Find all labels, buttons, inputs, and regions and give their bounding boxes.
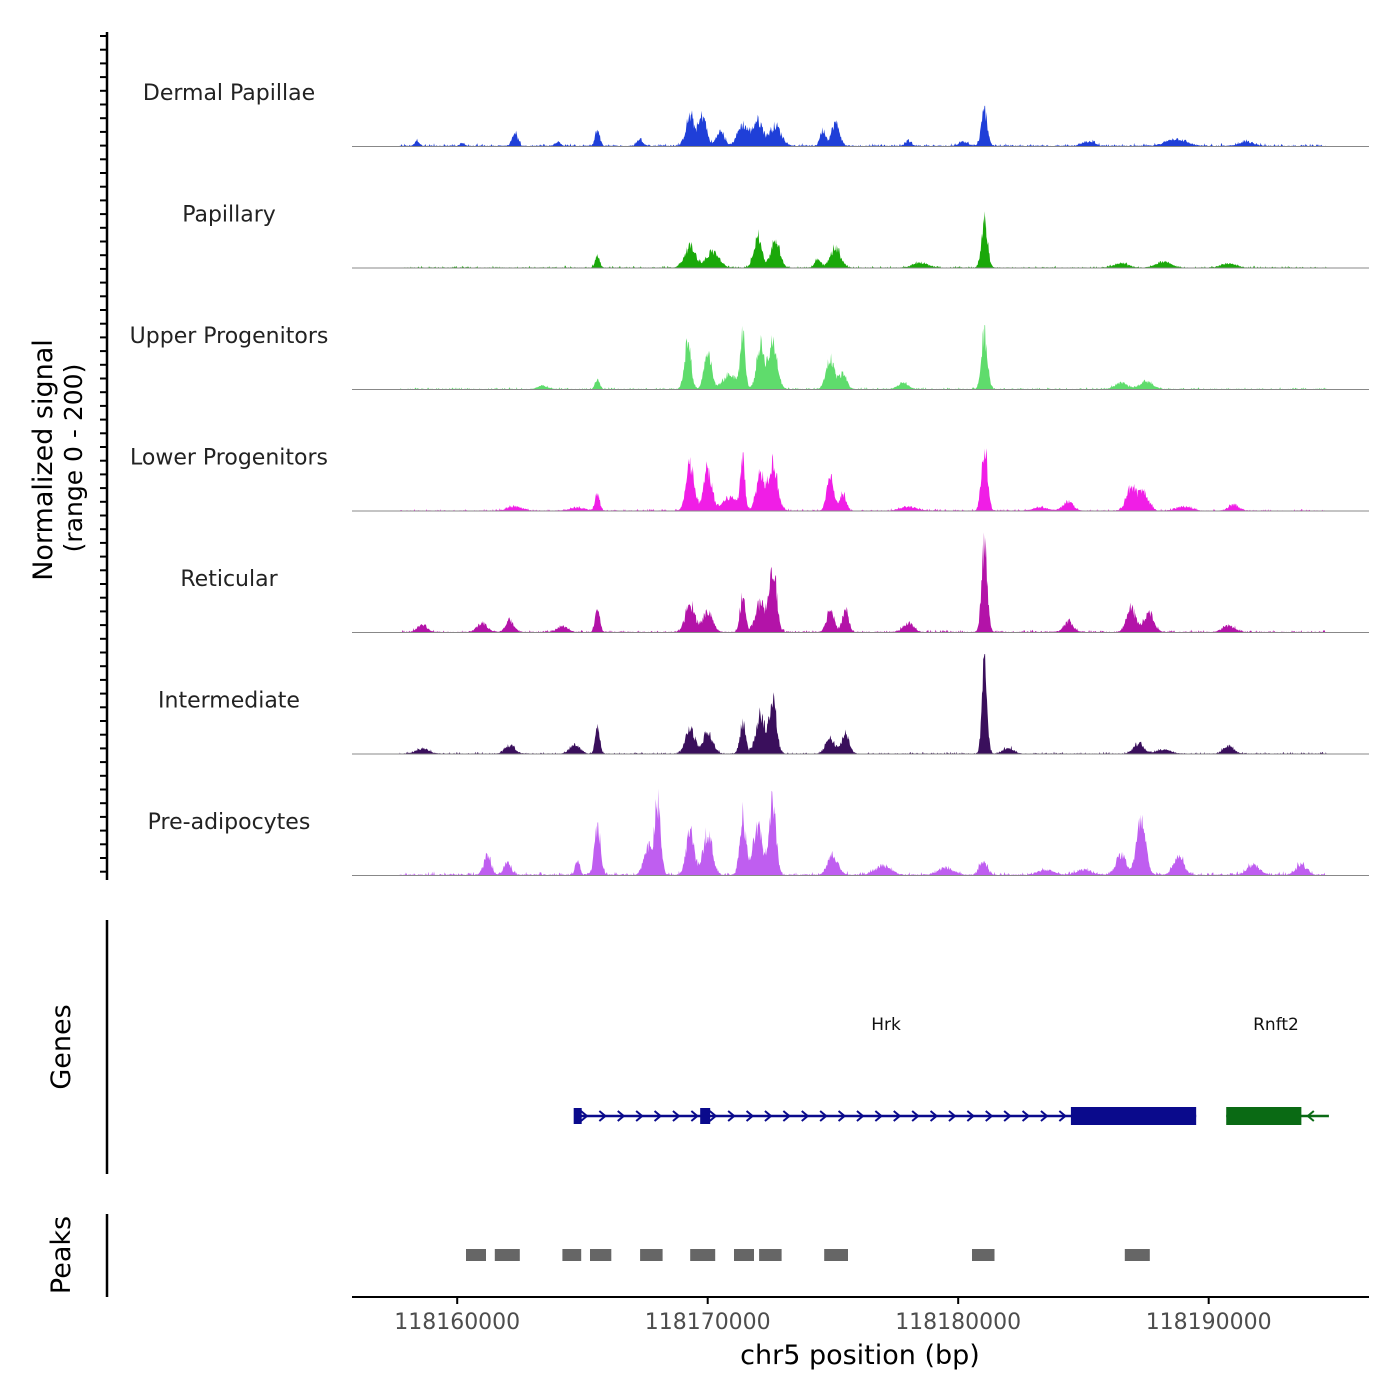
exon bbox=[573, 1108, 582, 1124]
track-reticular: Reticular bbox=[180, 532, 1369, 633]
strand-chevron bbox=[782, 1110, 791, 1122]
track-dermal-papillae: Dermal Papillae bbox=[143, 81, 1369, 147]
gene-label: Rnft2 bbox=[1253, 1015, 1299, 1035]
track-intermediate: Intermediate bbox=[158, 654, 1369, 755]
peak-regions bbox=[466, 1249, 1150, 1261]
strand-chevron bbox=[966, 1110, 975, 1122]
track-upper-progenitors: Upper Progenitors bbox=[130, 324, 1369, 390]
peak-region bbox=[972, 1249, 995, 1261]
strand-chevron bbox=[690, 1110, 699, 1122]
track-label: Papillary bbox=[182, 203, 276, 228]
exon bbox=[1226, 1107, 1302, 1125]
signal-area bbox=[399, 448, 1327, 511]
strand-chevron bbox=[672, 1110, 681, 1122]
strand-chevron bbox=[580, 1110, 589, 1122]
strand-chevron bbox=[1306, 1110, 1315, 1122]
strand-chevron bbox=[745, 1110, 755, 1122]
exon bbox=[700, 1108, 711, 1124]
x-axis-label: chr5 position (bp) bbox=[740, 1340, 980, 1371]
peak-region bbox=[1124, 1249, 1150, 1261]
strand-chevron bbox=[985, 1110, 994, 1122]
signal-area bbox=[399, 788, 1327, 876]
peak-region bbox=[734, 1249, 754, 1261]
y-axis-label-line2: (range 0 - 200) bbox=[59, 364, 88, 553]
strand-chevron bbox=[709, 1110, 718, 1122]
track-label: Intermediate bbox=[158, 689, 300, 714]
strand-chevron bbox=[856, 1110, 865, 1122]
track-papillary: Papillary bbox=[182, 203, 1369, 269]
signal-area bbox=[399, 211, 1327, 268]
gene-rnft2: Rnft2 bbox=[1226, 1015, 1329, 1125]
track-label: Pre-adipocytes bbox=[148, 810, 311, 835]
strand-chevron bbox=[1040, 1110, 1049, 1122]
y-axis-label-line1: Normalized signal bbox=[28, 339, 59, 581]
strand-chevron bbox=[893, 1110, 902, 1122]
genes-panel-label: Genes bbox=[46, 1004, 77, 1089]
track-label: Upper Progenitors bbox=[130, 324, 329, 349]
x-tick-label: 118170000 bbox=[645, 1310, 771, 1335]
track-label: Dermal Papillae bbox=[143, 81, 315, 106]
signal-area bbox=[399, 105, 1327, 147]
gene-label: Hrk bbox=[871, 1015, 901, 1035]
x-tick-label: 118180000 bbox=[895, 1310, 1021, 1335]
strand-chevron bbox=[1003, 1110, 1012, 1122]
strand-chevron bbox=[911, 1110, 920, 1122]
strand-chevron bbox=[929, 1110, 939, 1122]
peak-region bbox=[466, 1249, 486, 1261]
x-tick-label: 118160000 bbox=[394, 1310, 520, 1335]
signal-area bbox=[399, 532, 1327, 633]
strand-chevron bbox=[837, 1110, 847, 1122]
peak-region bbox=[759, 1249, 782, 1261]
strand-chevron bbox=[819, 1110, 828, 1122]
x-axis-ticks: 118160000 118170000 118180000 118190000 bbox=[394, 1297, 1272, 1335]
peak-region bbox=[590, 1249, 612, 1261]
track-label: Lower Progenitors bbox=[130, 446, 328, 471]
strand-chevron bbox=[1021, 1110, 1031, 1122]
strand-chevron bbox=[617, 1110, 626, 1122]
strand-chevron bbox=[874, 1110, 883, 1122]
strand-chevron bbox=[598, 1110, 607, 1122]
exon bbox=[1070, 1107, 1197, 1125]
peak-region bbox=[824, 1249, 848, 1261]
strand-chevron bbox=[727, 1110, 736, 1122]
strand-chevron bbox=[653, 1110, 663, 1122]
peaks-panel-label: Peaks bbox=[46, 1216, 77, 1294]
peak-region bbox=[562, 1249, 582, 1261]
strand-chevron bbox=[764, 1110, 773, 1122]
signal-area bbox=[399, 325, 1327, 390]
strand-chevron bbox=[1058, 1110, 1067, 1122]
coverage-tracks: Dermal Papillae Papillary Upper Progenitor… bbox=[130, 81, 1369, 876]
strand-chevron bbox=[635, 1110, 644, 1122]
signal-area bbox=[399, 654, 1327, 754]
strand-chevron bbox=[801, 1110, 810, 1122]
strand-chevron bbox=[948, 1110, 957, 1122]
peak-region bbox=[690, 1249, 716, 1261]
track-lower-progenitors: Lower Progenitors bbox=[130, 446, 1369, 512]
track-pre-adipocytes: Pre-adipocytes bbox=[148, 788, 1369, 876]
peak-region bbox=[640, 1249, 663, 1261]
x-tick-label: 118190000 bbox=[1146, 1310, 1272, 1335]
track-label: Reticular bbox=[180, 567, 278, 592]
gene-annotations: Hrk Rnft2 bbox=[573, 1015, 1329, 1125]
gene-hrk: Hrk bbox=[573, 1015, 1197, 1125]
peak-region bbox=[494, 1249, 520, 1261]
